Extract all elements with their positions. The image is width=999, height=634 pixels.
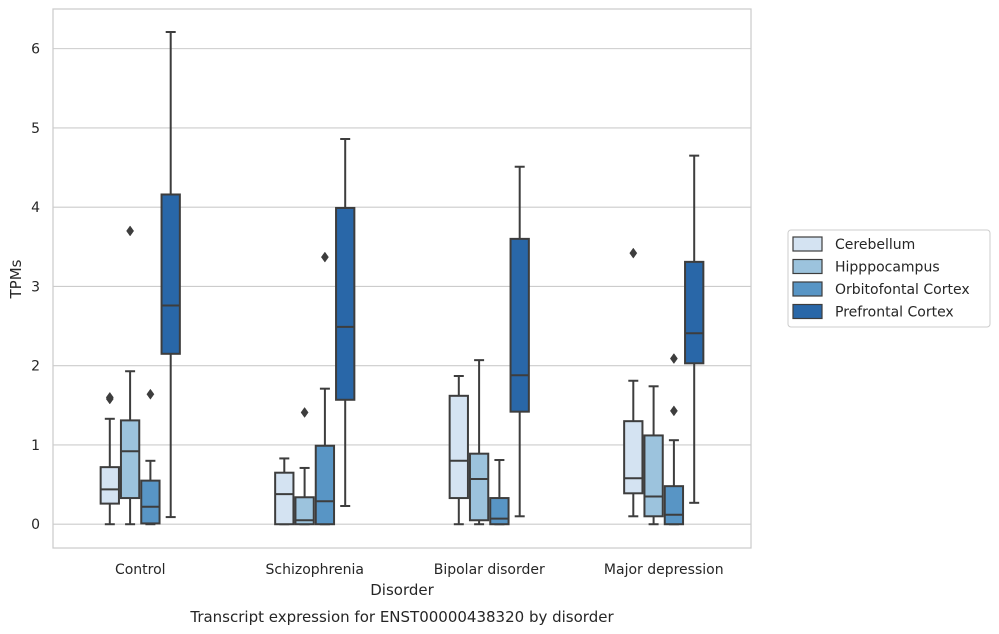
x-tick-label: Schizophrenia bbox=[266, 562, 364, 578]
outlier-point bbox=[300, 407, 309, 418]
box-iqr bbox=[274, 471, 295, 526]
box-iqr bbox=[623, 420, 644, 495]
y-tick-label: 4 bbox=[31, 200, 40, 216]
box-plot bbox=[468, 359, 490, 526]
box-plot bbox=[663, 353, 685, 526]
box-plot bbox=[335, 137, 356, 507]
y-tick-label: 5 bbox=[31, 121, 40, 137]
box-iqr bbox=[643, 434, 664, 518]
box-iqr bbox=[489, 497, 510, 526]
box-plot bbox=[489, 459, 510, 526]
legend-label: Cerebellum bbox=[835, 237, 915, 253]
outlier-point bbox=[126, 225, 135, 237]
x-tick-label: Control bbox=[115, 562, 166, 578]
x-tick-label: Bipolar disorder bbox=[434, 562, 545, 578]
legend-swatch bbox=[792, 258, 823, 275]
legend-label: Hipppocampus bbox=[835, 260, 940, 276]
outlier-point bbox=[669, 353, 678, 364]
box-iqr bbox=[99, 466, 120, 505]
outlier-point bbox=[320, 251, 329, 263]
box-plot bbox=[99, 391, 120, 526]
legend-label: Prefrontal Cortex bbox=[835, 305, 954, 321]
box-groups bbox=[99, 30, 705, 526]
chart-caption: Transcript expression for ENST0000043832… bbox=[189, 608, 614, 626]
box-group bbox=[623, 154, 705, 526]
y-axis-title: TPMs bbox=[7, 259, 25, 299]
legend-swatch bbox=[792, 236, 823, 252]
box-plot bbox=[643, 385, 664, 526]
box-iqr bbox=[140, 479, 161, 525]
box-plot bbox=[448, 374, 469, 526]
box-plot bbox=[274, 457, 295, 526]
legend-label: Orbitofontal Cortex bbox=[835, 282, 970, 298]
box-iqr bbox=[509, 237, 530, 413]
legend-swatch bbox=[792, 303, 823, 320]
box-group bbox=[99, 30, 181, 526]
outlier-point bbox=[669, 405, 678, 417]
box-plot bbox=[294, 407, 315, 526]
box-iqr bbox=[119, 419, 141, 500]
box-group bbox=[448, 165, 530, 526]
box-plot bbox=[140, 388, 161, 526]
box-plot bbox=[314, 251, 336, 526]
box-plot bbox=[509, 165, 530, 518]
legend-frame bbox=[787, 229, 991, 328]
x-tick-label: Major depression bbox=[604, 562, 724, 578]
box-iqr bbox=[294, 496, 315, 526]
outlier-point bbox=[146, 388, 155, 400]
y-tick-label: 0 bbox=[31, 517, 40, 533]
box-plot bbox=[623, 247, 644, 518]
box-plot bbox=[684, 154, 705, 504]
x-axis-title: Disorder bbox=[370, 581, 434, 599]
box-iqr bbox=[335, 206, 356, 401]
y-tick-label: 1 bbox=[31, 438, 40, 454]
plot-frame bbox=[52, 8, 752, 549]
box-iqr bbox=[314, 444, 336, 526]
y-tick-label: 2 bbox=[31, 359, 40, 375]
outlier-point bbox=[105, 391, 114, 403]
y-tick-label: 3 bbox=[31, 279, 40, 295]
legend: Cerebellum Hipppocampus Orbitofontal Corte… bbox=[787, 229, 991, 328]
box-iqr bbox=[448, 394, 469, 500]
box-iqr bbox=[663, 485, 685, 526]
outlier-point bbox=[629, 247, 638, 259]
box-iqr bbox=[684, 260, 705, 365]
y-tick-labels: 0 1 2 3 4 5 6 bbox=[31, 42, 40, 534]
legend-swatch bbox=[792, 281, 823, 297]
box-plot bbox=[119, 225, 141, 526]
x-tick-labels: Control Schizophrenia Bipolar disorder Majo… bbox=[115, 562, 724, 578]
box-iqr bbox=[160, 193, 181, 355]
box-group bbox=[274, 137, 356, 526]
box-plot bbox=[160, 30, 181, 519]
box-iqr bbox=[468, 452, 490, 522]
y-tick-label: 6 bbox=[31, 42, 40, 58]
